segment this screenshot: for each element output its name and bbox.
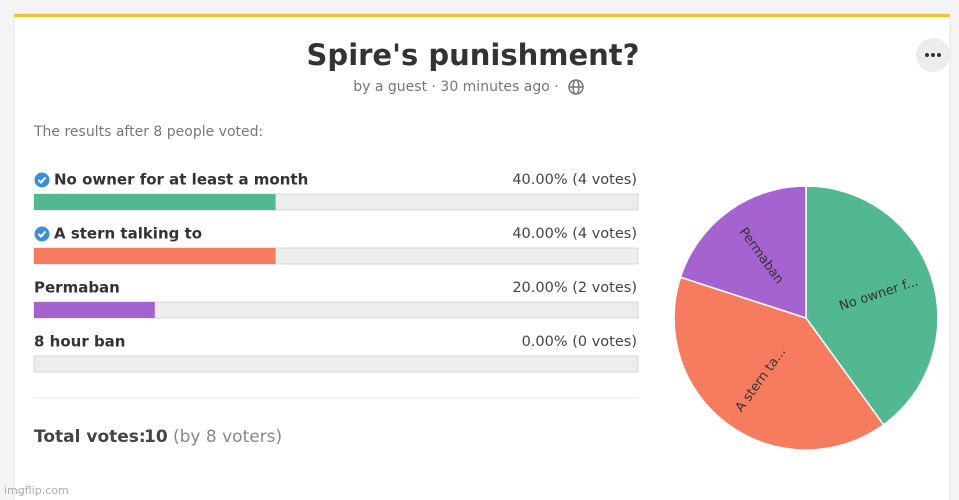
option-result: 20.00% (2 votes) bbox=[512, 280, 637, 296]
bar bbox=[34, 302, 155, 318]
voters-label: (by 8 voters) bbox=[173, 427, 282, 447]
card-top-border bbox=[14, 14, 950, 17]
watermark: imgflip.com bbox=[4, 484, 69, 497]
check-mark bbox=[37, 230, 47, 238]
total-label: Total votes: bbox=[34, 427, 146, 447]
option-label: No owner for at least a month bbox=[54, 171, 308, 189]
bar bbox=[34, 194, 276, 210]
results-intro: The results after 8 people voted: bbox=[33, 124, 263, 140]
poll-meta: by a guest · 30 minutes ago · bbox=[353, 79, 558, 95]
pie-slice bbox=[805, 185, 939, 426]
pie-slice bbox=[673, 276, 885, 451]
total-value: 10 bbox=[144, 427, 168, 447]
option-label: 8 hour ban bbox=[34, 333, 125, 351]
option-label: Permaban bbox=[34, 279, 120, 297]
option-result: 0.00% (0 votes) bbox=[522, 334, 637, 350]
bar-track bbox=[33, 355, 639, 373]
option-result: 40.00% (4 votes) bbox=[512, 172, 637, 188]
poll-title: Spire's punishment? bbox=[307, 38, 640, 72]
bar bbox=[34, 248, 276, 264]
more-button[interactable] bbox=[916, 38, 950, 72]
pie-slice bbox=[679, 185, 807, 320]
option-label: A stern talking to bbox=[54, 225, 202, 243]
globe-icon bbox=[568, 79, 584, 95]
check-mark bbox=[37, 176, 47, 184]
option-result: 40.00% (4 votes) bbox=[512, 226, 637, 242]
